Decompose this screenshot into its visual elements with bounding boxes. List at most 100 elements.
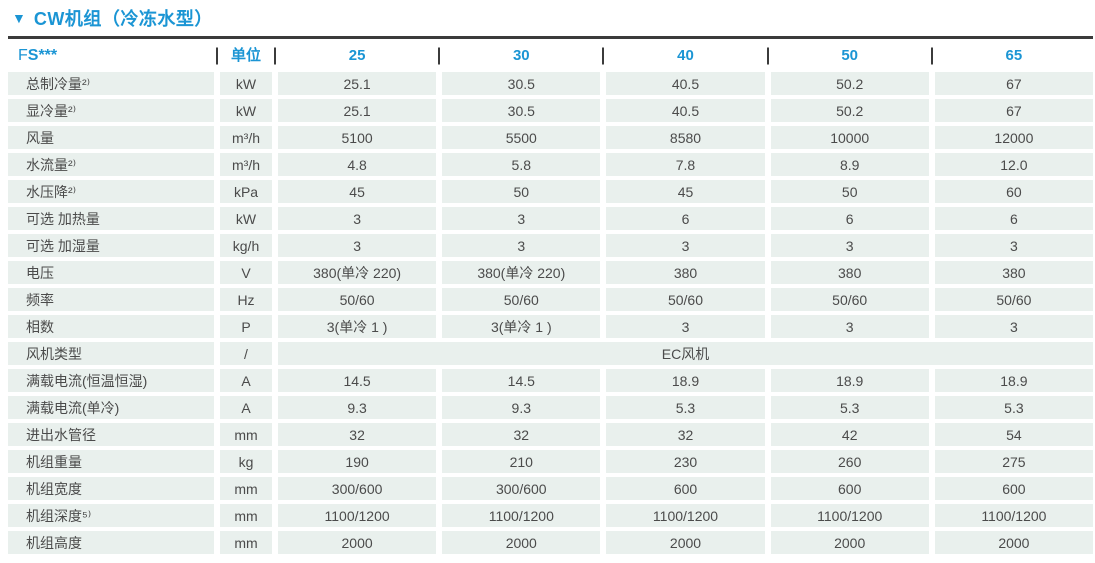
row-value: 30.5 <box>442 72 601 95</box>
row-value: 5500 <box>442 126 601 149</box>
row-value: 6 <box>934 207 1093 230</box>
table-row-1: 显冷量²⁾ kW 25.1 30.5 40.5 50.2 67 <box>8 99 1093 122</box>
row-unit: mm <box>220 531 272 554</box>
row-value: 5.3 <box>934 396 1093 419</box>
row-unit: kW <box>220 72 272 95</box>
title-divider <box>8 36 1093 39</box>
row-unit: / <box>220 342 272 365</box>
row-value: 5.3 <box>606 396 765 419</box>
row-value: 2000 <box>278 531 437 554</box>
row-value: 12000 <box>934 126 1093 149</box>
table-row-17: 机组高度 mm 2000 2000 2000 2000 2000 <box>8 531 1093 554</box>
row-value: 18.9 <box>934 369 1093 392</box>
row-unit: kg <box>220 450 272 473</box>
row-value: 3(单冷 1 ) <box>278 315 437 338</box>
table-row-11: 满载电流(恒温恒湿) A 14.5 14.5 18.9 18.9 18.9 <box>8 369 1093 392</box>
row-unit: mm <box>220 504 272 527</box>
row-value: 30.5 <box>442 99 601 122</box>
row-value: 9.3 <box>442 396 601 419</box>
row-value: 40.5 <box>606 99 765 122</box>
model-series-suffix: S*** <box>27 47 58 64</box>
row-value: 275 <box>934 450 1093 473</box>
row-value: 380(单冷 220) <box>442 261 601 284</box>
row-value: 600 <box>606 477 765 500</box>
row-unit: mm <box>220 423 272 446</box>
row-unit: m³/h <box>220 153 272 176</box>
row-value: 2000 <box>442 531 601 554</box>
row-label: 满载电流(单冷) <box>8 396 214 419</box>
row-label: 相数 <box>8 315 214 338</box>
row-label: 满载电流(恒温恒湿) <box>8 369 214 392</box>
row-value: 18.9 <box>770 369 929 392</box>
header-model-50: 50 <box>771 39 929 72</box>
row-value: 32 <box>606 423 765 446</box>
row-label: 电压 <box>8 261 214 284</box>
row-unit: mm <box>220 477 272 500</box>
row-value: 2000 <box>934 531 1093 554</box>
row-unit: kPa <box>220 180 272 203</box>
row-value: 5.3 <box>770 396 929 419</box>
row-value: 18.9 <box>606 369 765 392</box>
row-value: 6 <box>770 207 929 230</box>
row-value: 67 <box>934 72 1093 95</box>
row-unit: A <box>220 369 272 392</box>
table-row-6: 可选 加湿量 kg/h 3 3 3 3 3 <box>8 234 1093 257</box>
row-value: 3 <box>606 315 765 338</box>
row-value: 40.5 <box>606 72 765 95</box>
row-label: 机组宽度 <box>8 477 214 500</box>
row-value: 6 <box>606 207 765 230</box>
table-row-8: 频率 Hz 50/60 50/60 50/60 50/60 50/60 <box>8 288 1093 311</box>
row-value: 1100/1200 <box>606 504 765 527</box>
row-value: 2000 <box>606 531 765 554</box>
row-value: 8.9 <box>770 153 929 176</box>
row-value: 12.0 <box>934 153 1093 176</box>
row-value: 45 <box>606 180 765 203</box>
row-unit: kW <box>220 207 272 230</box>
row-value: 32 <box>278 423 437 446</box>
row-label: 总制冷量²⁾ <box>8 72 214 95</box>
row-value: 10000 <box>770 126 929 149</box>
row-value: 4.8 <box>278 153 437 176</box>
row-unit: V <box>220 261 272 284</box>
row-value: 1100/1200 <box>934 504 1093 527</box>
table-row-16: 机组深度⁵⁾ mm 1100/1200 1100/1200 1100/1200 1100/… <box>8 504 1093 527</box>
row-value: 600 <box>934 477 1093 500</box>
row-label: 风机类型 <box>8 342 214 365</box>
row-value: 1100/1200 <box>278 504 437 527</box>
row-value: 50.2 <box>770 99 929 122</box>
header-unit-label: 单位 <box>220 39 272 72</box>
row-value: 380(单冷 220) <box>278 261 437 284</box>
row-value: 42 <box>770 423 929 446</box>
row-value: 8580 <box>606 126 765 149</box>
row-value: 14.5 <box>442 369 601 392</box>
row-value: 190 <box>278 450 437 473</box>
row-unit: P <box>220 315 272 338</box>
row-unit: A <box>220 396 272 419</box>
section-title-text: CW机组（冷冻水型） <box>33 8 213 29</box>
row-value: 67 <box>934 99 1093 122</box>
row-value: 32 <box>442 423 601 446</box>
model-series-label: FS*** <box>8 39 214 72</box>
model-series-prefix: F <box>18 47 28 64</box>
row-value-merged: EC风机 <box>278 342 1093 365</box>
row-value: 50/60 <box>606 288 765 311</box>
row-unit: kg/h <box>220 234 272 257</box>
row-value: 50/60 <box>442 288 601 311</box>
table-row-14: 机组重量 kg 190 210 230 260 275 <box>8 450 1093 473</box>
row-value: 300/600 <box>278 477 437 500</box>
row-label: 频率 <box>8 288 214 311</box>
row-value: 3 <box>934 315 1093 338</box>
row-unit: Hz <box>220 288 272 311</box>
header-model-40: 40 <box>606 39 764 72</box>
row-label: 机组重量 <box>8 450 214 473</box>
row-value: 260 <box>770 450 929 473</box>
row-unit: m³/h <box>220 126 272 149</box>
row-value: 380 <box>606 261 765 284</box>
row-value: 3 <box>770 234 929 257</box>
row-value: 50/60 <box>278 288 437 311</box>
row-value: 3 <box>934 234 1093 257</box>
row-value: 3(单冷 1 ) <box>442 315 601 338</box>
row-label: 机组高度 <box>8 531 214 554</box>
row-label: 机组深度⁵⁾ <box>8 504 214 527</box>
